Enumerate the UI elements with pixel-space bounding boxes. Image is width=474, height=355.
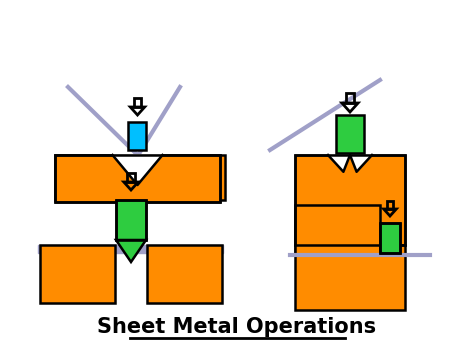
Bar [387,201,393,209]
Bar [336,115,364,153]
Bar [295,245,405,310]
Bar [116,200,146,240]
Bar [38,245,223,253]
Bar [147,245,222,303]
Bar [128,122,146,150]
Polygon shape [328,155,372,172]
Bar [128,173,135,182]
Bar [346,93,354,103]
Bar [116,200,146,240]
Bar [40,245,115,303]
Bar [380,223,400,253]
Bar [295,205,380,255]
Bar [55,155,130,200]
Bar [295,155,405,245]
Bar [295,155,405,245]
Bar [380,223,400,253]
Text: Sheet Metal Operations: Sheet Metal Operations [98,317,376,337]
Bar [55,155,220,202]
Bar [150,155,225,200]
Bar [55,155,220,202]
Bar [134,98,141,107]
Polygon shape [112,155,163,185]
Polygon shape [116,240,146,262]
